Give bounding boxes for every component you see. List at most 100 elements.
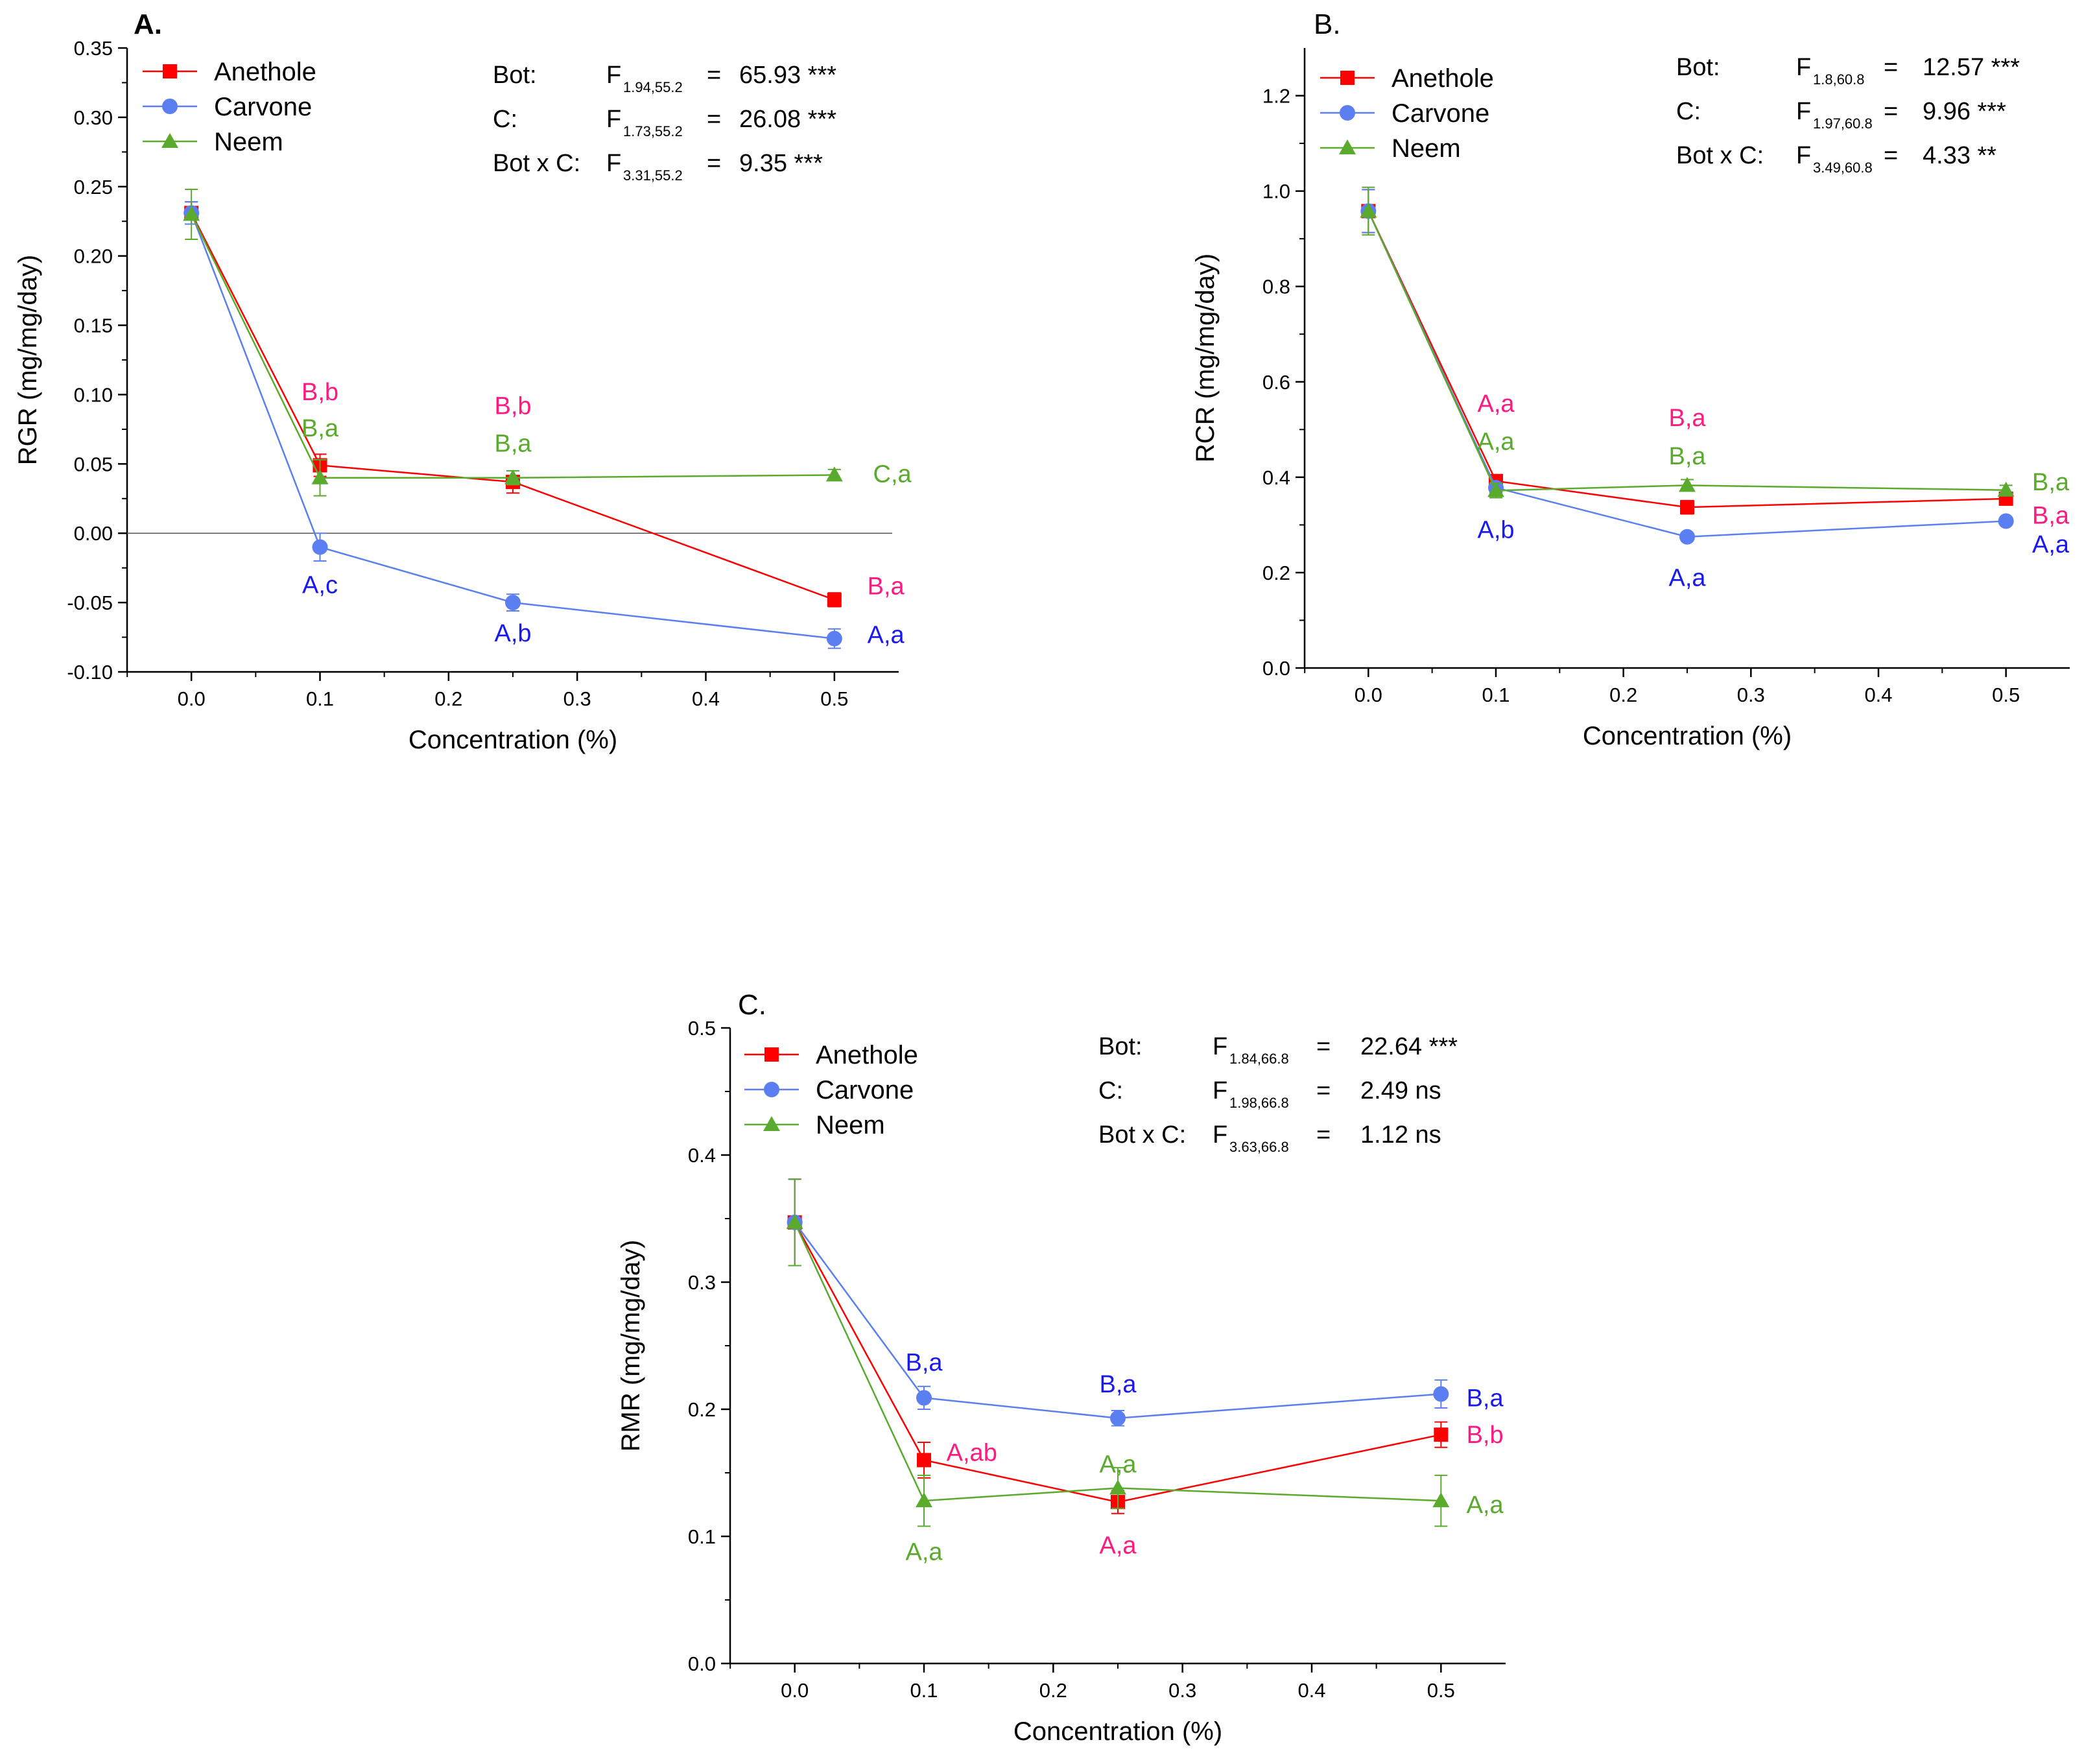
stats-f-symbol: F	[1213, 1077, 1227, 1104]
significance-label: A,a	[1099, 1532, 1137, 1560]
legend-marker-neem	[763, 1116, 780, 1131]
significance-label: A,a	[1467, 1492, 1504, 1519]
data-point-anethole	[1434, 1427, 1449, 1442]
data-point-carvone	[1679, 529, 1695, 545]
x-tick-label: 0.1	[1482, 684, 1510, 706]
y-tick-label: 0.30	[74, 106, 113, 129]
stats-equals: =	[707, 150, 721, 177]
anova-stats: Bot: F 1.8,60.8 = 12.57 ***C: F 1.97,60.8 = 9.96…	[1676, 54, 2020, 176]
data-point-neem	[1432, 1492, 1450, 1508]
stats-f-symbol: F	[1213, 1033, 1227, 1060]
y-tick-label: 0.4	[688, 1144, 716, 1167]
data-point-carvone	[505, 595, 521, 611]
legend-label-anethole: Anethole	[1391, 64, 1494, 93]
stats-equals: =	[1316, 1121, 1331, 1149]
stats-factor-label: Bot:	[1098, 1033, 1143, 1060]
data-point-carvone	[1998, 513, 2014, 529]
data-point-carvone	[1433, 1386, 1449, 1402]
stats-factor-label: C:	[1098, 1077, 1123, 1104]
series-line-neem	[794, 1222, 1441, 1502]
data-point-carvone	[1110, 1410, 1126, 1426]
legend-label-carvone: Carvone	[1391, 99, 1489, 128]
series-line-anethole	[794, 1222, 1441, 1503]
legend: Anethole Carvone Neem	[744, 1041, 918, 1139]
y-tick-label: -0.05	[67, 591, 113, 614]
data-point-neem	[1997, 481, 2015, 497]
significance-label: B,a	[868, 573, 905, 600]
x-axis-label: Concentration (%)	[409, 726, 617, 754]
y-tick-label: 1.2	[1262, 85, 1290, 108]
data-point-carvone	[312, 539, 328, 555]
stats-f-value: 4.33 **	[1923, 142, 1996, 169]
legend-label-neem: Neem	[816, 1111, 885, 1139]
stats-f-value: 22.64 ***	[1360, 1033, 1458, 1060]
x-axis-label: Concentration (%)	[1013, 1717, 1222, 1746]
data-point-neem	[1109, 1479, 1126, 1495]
stats-factor-label: Bot x C:	[1676, 142, 1764, 169]
significance-label: A,a	[1477, 390, 1515, 418]
significance-label: B,a	[905, 1349, 943, 1376]
x-tick-label: 0.2	[1039, 1679, 1067, 1702]
significance-label: A,b	[494, 620, 531, 647]
significance-label: C,a	[873, 460, 912, 488]
series-line-carvone	[794, 1222, 1441, 1419]
stats-factor-label: Bot:	[1676, 54, 1720, 81]
stats-df-subscript: 1.97,60.8	[1813, 115, 1873, 132]
significance-label: B,b	[494, 393, 531, 420]
stats-df-subscript: 1.8,60.8	[1813, 71, 1865, 88]
legend-label-carvone: Carvone	[816, 1076, 914, 1104]
significance-label: B,a	[302, 415, 339, 442]
data-point-neem	[786, 1213, 803, 1229]
legend-label-anethole: Anethole	[816, 1041, 918, 1069]
stats-f-value: 26.08 ***	[739, 106, 836, 133]
stats-equals: =	[1884, 142, 1898, 169]
stats-f-value: 12.57 ***	[1923, 54, 2020, 81]
stats-df-subscript: 3.31,55.2	[623, 167, 683, 184]
legend-marker-carvone	[764, 1082, 779, 1097]
data-point-neem	[504, 469, 521, 484]
x-tick-label: 0.0	[1355, 684, 1382, 706]
y-tick-label: 0.05	[74, 453, 113, 475]
series-line-carvone	[191, 212, 835, 639]
stats-f-symbol: F	[606, 150, 621, 177]
y-tick-label: 1.0	[1262, 180, 1290, 203]
legend-marker-anethole	[764, 1047, 779, 1062]
stats-f-value: 9.96 ***	[1923, 98, 2006, 125]
chart-panel-A: A.-0.10-0.050.000.050.100.150.200.250.30…	[14, 8, 912, 754]
legend-marker-neem	[161, 133, 178, 148]
x-tick-label: 0.1	[306, 687, 334, 710]
y-tick-label: 0.4	[1262, 466, 1290, 489]
x-tick-label: 0.0	[178, 687, 206, 710]
chart-panel-B: B. 0.0 0.2 0.4 0.6 0.8 1.0 1.2 0.0 0.1 0.2 0.3 0.4 0.…	[1191, 8, 2070, 750]
y-tick-label: 0.8	[1262, 276, 1290, 298]
stats-equals: =	[1884, 54, 1898, 81]
x-tick-label: 0.5	[1992, 684, 2020, 706]
data-point-anethole	[917, 1453, 931, 1468]
data-point-neem	[311, 469, 329, 484]
panel-label: C.	[738, 989, 766, 1021]
x-tick-label: 0.2	[1609, 684, 1637, 706]
series-line-neem	[191, 213, 835, 479]
data-point-carvone	[916, 1390, 932, 1406]
significance-label: B,a	[2032, 469, 2070, 496]
stats-f-symbol: F	[1796, 98, 1811, 125]
stats-f-symbol: F	[606, 62, 621, 89]
legend-label-carvone: Carvone	[214, 93, 312, 121]
significance-label: A,ab	[947, 1440, 997, 1467]
significance-label: B,a	[1668, 443, 1706, 470]
panel-label: B.	[1314, 8, 1341, 40]
x-tick-label: 0.4	[1297, 1679, 1325, 1702]
y-tick-label: 0.20	[74, 245, 113, 268]
legend-marker-carvone	[1340, 105, 1355, 121]
panel-label: A.	[134, 8, 162, 40]
y-tick-label: -0.10	[67, 661, 113, 684]
x-tick-label: 0.3	[563, 687, 591, 710]
y-axis-label: RMR (mg/mg/day)	[617, 1240, 645, 1452]
significance-label: B,a	[1099, 1371, 1137, 1398]
x-tick-label: 0.4	[692, 687, 720, 710]
legend-label-neem: Neem	[214, 128, 283, 156]
stats-df-subscript: 1.73,55.2	[623, 123, 683, 139]
stats-df-subscript: 1.84,66.8	[1229, 1051, 1289, 1067]
stats-df-subscript: 1.94,55.2	[623, 79, 683, 95]
